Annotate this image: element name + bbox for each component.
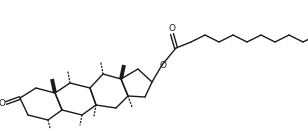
Text: O: O (160, 61, 167, 70)
Text: O: O (168, 24, 176, 33)
Text: O: O (0, 99, 6, 108)
